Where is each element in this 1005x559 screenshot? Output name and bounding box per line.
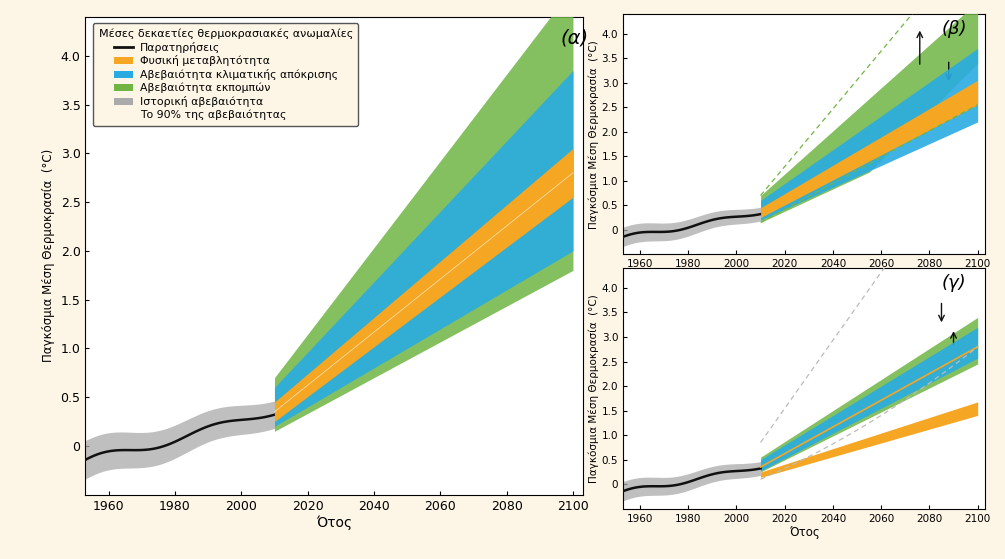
X-axis label: Ότος: Ότος: [789, 527, 819, 539]
Text: (α): (α): [561, 29, 589, 48]
Legend: Παρατηρήσεις, Φυσική μεταβλητότητα, Αβεβαιότητα κλιματικής απόκρισης, Αβεβαιότητ: Παρατηρήσεις, Φυσική μεταβλητότητα, Αβεβ…: [93, 23, 359, 126]
Y-axis label: Παγκόσμια Μέση Θερμοκρασία  (°C): Παγκόσμια Μέση Θερμοκρασία (°C): [588, 40, 599, 229]
Text: (γ): (γ): [942, 274, 966, 292]
X-axis label: Ότος: Ότος: [789, 272, 819, 285]
Y-axis label: Παγκόσμια Μέση Θερμοκρασία  (°C): Παγκόσμια Μέση Θερμοκρασία (°C): [42, 149, 55, 362]
Text: (β): (β): [942, 20, 967, 38]
X-axis label: Ότος: Ότος: [317, 515, 352, 530]
Y-axis label: Παγκόσμια Μέση Θερμοκρασία  (°C): Παγκόσμια Μέση Θερμοκρασία (°C): [588, 294, 599, 483]
